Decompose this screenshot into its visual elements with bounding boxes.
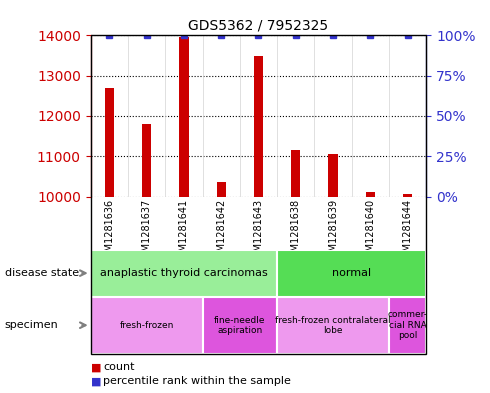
Text: specimen: specimen <box>5 320 59 330</box>
Text: fine-needle
aspiration: fine-needle aspiration <box>214 316 266 335</box>
Bar <box>179 37 189 197</box>
Bar <box>277 250 426 297</box>
Title: GDS5362 / 7952325: GDS5362 / 7952325 <box>189 19 328 33</box>
Text: GSM1281639: GSM1281639 <box>328 199 338 264</box>
Bar <box>91 250 277 297</box>
Bar <box>291 150 300 196</box>
Text: GSM1281641: GSM1281641 <box>179 199 189 264</box>
Text: ■: ■ <box>91 376 101 386</box>
Bar <box>389 297 426 354</box>
Text: fresh-frozen contralateral
lobe: fresh-frozen contralateral lobe <box>275 316 391 335</box>
Text: count: count <box>103 362 134 373</box>
Text: GSM1281644: GSM1281644 <box>403 199 413 264</box>
Text: fresh-frozen: fresh-frozen <box>120 321 174 330</box>
Bar <box>91 297 202 354</box>
Text: GSM1281636: GSM1281636 <box>104 199 114 264</box>
Bar <box>403 195 412 196</box>
Text: ■: ■ <box>91 362 101 373</box>
Text: GSM1281640: GSM1281640 <box>366 199 375 264</box>
Bar <box>254 55 263 196</box>
Text: percentile rank within the sample: percentile rank within the sample <box>103 376 291 386</box>
Bar <box>142 124 151 196</box>
Text: normal: normal <box>332 268 371 278</box>
Text: GSM1281643: GSM1281643 <box>253 199 264 264</box>
Text: GSM1281638: GSM1281638 <box>291 199 301 264</box>
Text: GSM1281642: GSM1281642 <box>216 199 226 264</box>
Bar <box>366 193 375 196</box>
Text: anaplastic thyroid carcinomas: anaplastic thyroid carcinomas <box>100 268 268 278</box>
Text: commer-
cial RNA
pool: commer- cial RNA pool <box>388 310 428 340</box>
Bar <box>105 88 114 196</box>
Bar <box>277 297 389 354</box>
Bar <box>217 182 226 196</box>
Text: disease state: disease state <box>5 268 79 278</box>
Bar <box>328 154 338 196</box>
Text: GSM1281637: GSM1281637 <box>142 199 151 264</box>
Bar <box>202 297 277 354</box>
